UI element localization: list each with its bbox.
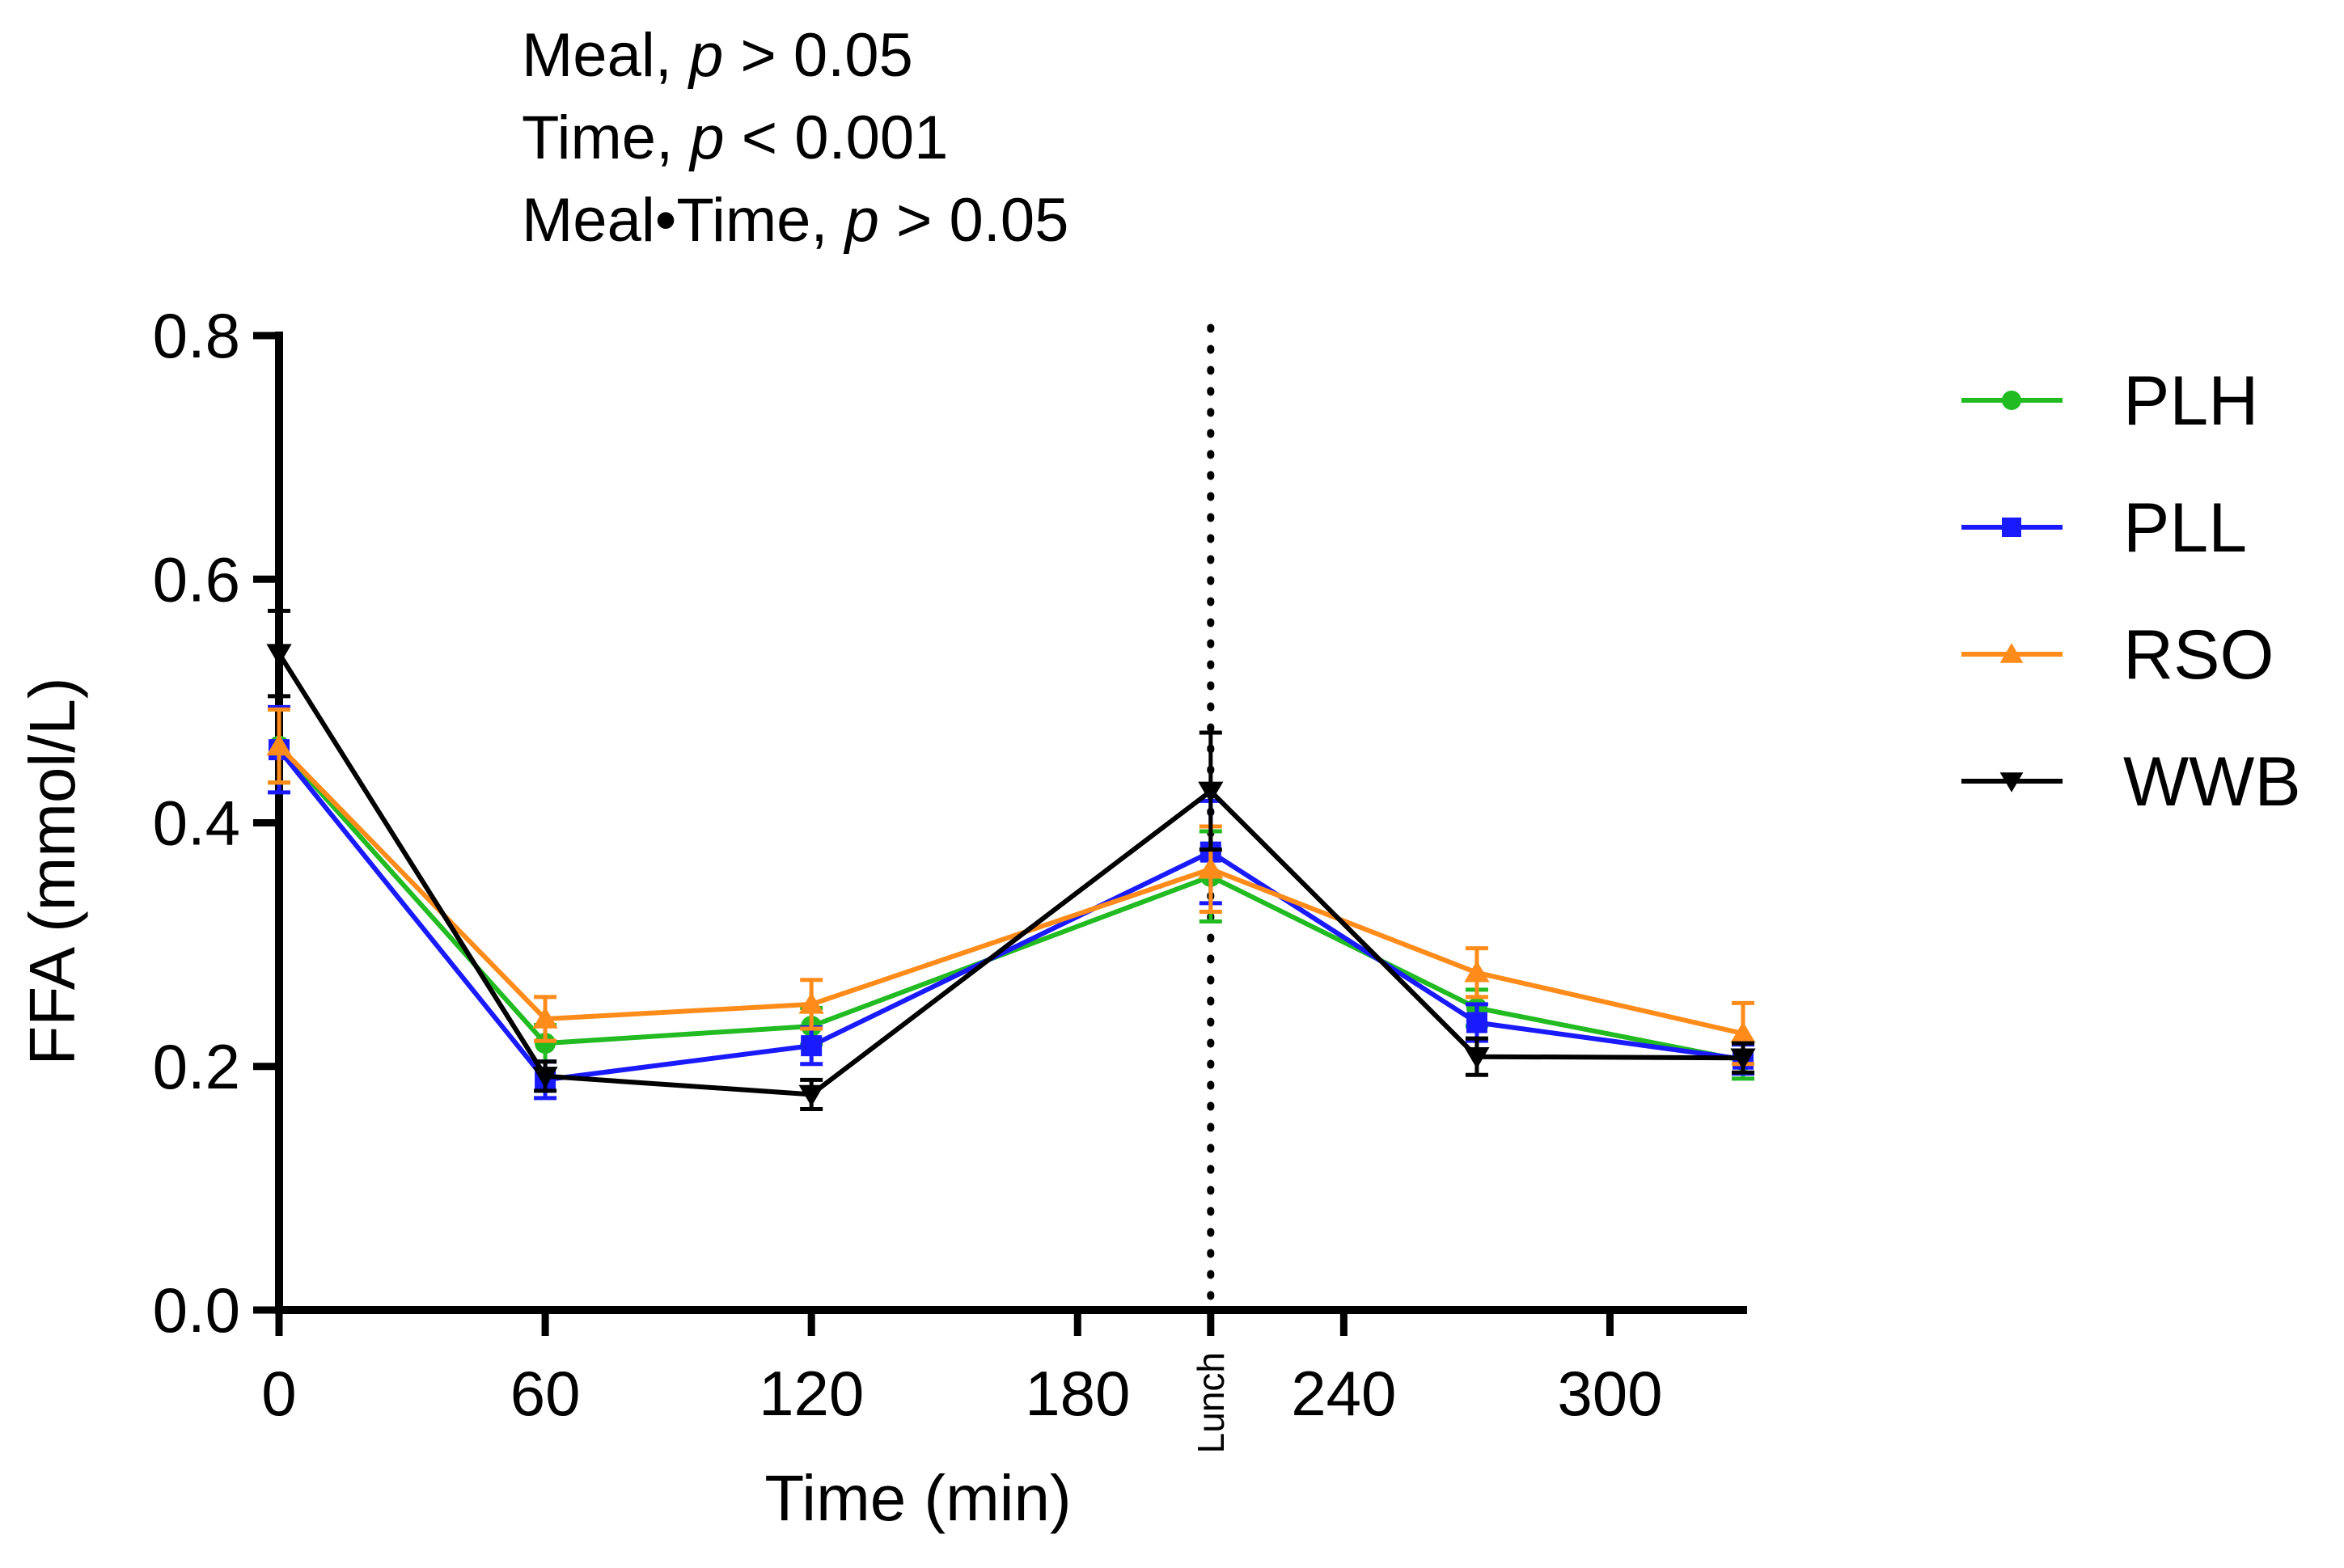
legend-marker-rso [1999, 643, 2024, 663]
stat-interaction-p: p [844, 186, 879, 255]
y-tick-label: 0.8 [153, 300, 240, 371]
legend-label-plh: PLH [2123, 362, 2258, 440]
x-tick-label: 240 [1291, 1358, 1396, 1429]
data-point-wwb [1198, 781, 1224, 804]
data-point-rso [1464, 960, 1490, 983]
legend-label-wwb: WWB [2123, 743, 2301, 821]
y-tick-label: 0.2 [153, 1031, 240, 1102]
data-point-pll [1466, 1012, 1487, 1033]
legend-label-pll: PLL [2123, 489, 2247, 567]
x-tick-label: 60 [510, 1358, 581, 1429]
y-tick-label: 0.6 [153, 543, 240, 615]
data-point-pll [801, 1035, 823, 1057]
data-point-rso [266, 733, 292, 756]
legend-marker-pll [2002, 518, 2021, 537]
stat-interaction-value: > 0.05 [878, 186, 1069, 255]
series-plh [268, 707, 1754, 1081]
x-axis-title: Time (min) [764, 1462, 1071, 1534]
series-line-wwb [277, 652, 1744, 1097]
y-axis-title: FFA (mmol/L) [16, 677, 88, 1065]
stat-meal-value: > 0.05 [723, 21, 913, 90]
x-tick-label: 120 [759, 1358, 864, 1429]
legend-marker-plh [2002, 391, 2021, 410]
x-tick-label: 0 [261, 1358, 296, 1429]
legend-item-wwb: WWB [1961, 743, 2301, 821]
stat-meal: Meal, p > 0.05 [522, 15, 1068, 97]
y-tick-label: 0.0 [153, 1274, 240, 1346]
data-point-wwb [532, 1067, 558, 1088]
statistics-annotation: Meal, p > 0.05 Time, p < 0.001 Meal•Time… [522, 15, 1068, 262]
data-point-rso [1730, 1021, 1756, 1043]
stat-meal-prefix: Meal, [522, 21, 689, 90]
series-pll [268, 704, 1754, 1101]
series-rso [266, 707, 1756, 1067]
legend-item-rso: RSO [1961, 616, 2274, 694]
legend-marker-wwb [1999, 772, 2024, 792]
data-point-plh [535, 1033, 556, 1054]
stat-time-value: < 0.001 [724, 104, 949, 172]
series-line-plh [277, 744, 1744, 1063]
legend-item-plh: PLH [1961, 362, 2258, 440]
stat-time: Time, p < 0.001 [522, 97, 1068, 180]
data-point-rso [532, 1007, 558, 1029]
data-point-wwb [266, 644, 292, 666]
lunch-label: Lunch [1190, 1352, 1232, 1453]
stat-interaction-prefix: Meal•Time, [522, 186, 845, 255]
stat-interaction: Meal•Time, p > 0.05 [522, 180, 1068, 262]
series-line-rso [277, 744, 1744, 1037]
x-tick-label: 300 [1557, 1358, 1662, 1429]
series-line-pll [277, 748, 1744, 1083]
legend-label-rso: RSO [2123, 616, 2274, 694]
data-point-wwb [798, 1084, 824, 1107]
data-point-rso [1198, 856, 1224, 879]
legend-item-pll: PLL [1961, 489, 2247, 567]
data-point-wwb [1464, 1047, 1490, 1069]
data-point-rso [798, 991, 824, 1014]
stat-time-prefix: Time, [522, 104, 691, 172]
stat-meal-p: p [688, 21, 724, 90]
data-point-wwb [1730, 1048, 1756, 1071]
stat-time-p: p [690, 104, 725, 172]
x-tick-label: 180 [1025, 1358, 1130, 1429]
y-tick-label: 0.4 [153, 788, 240, 859]
series-wwb [266, 608, 1756, 1111]
